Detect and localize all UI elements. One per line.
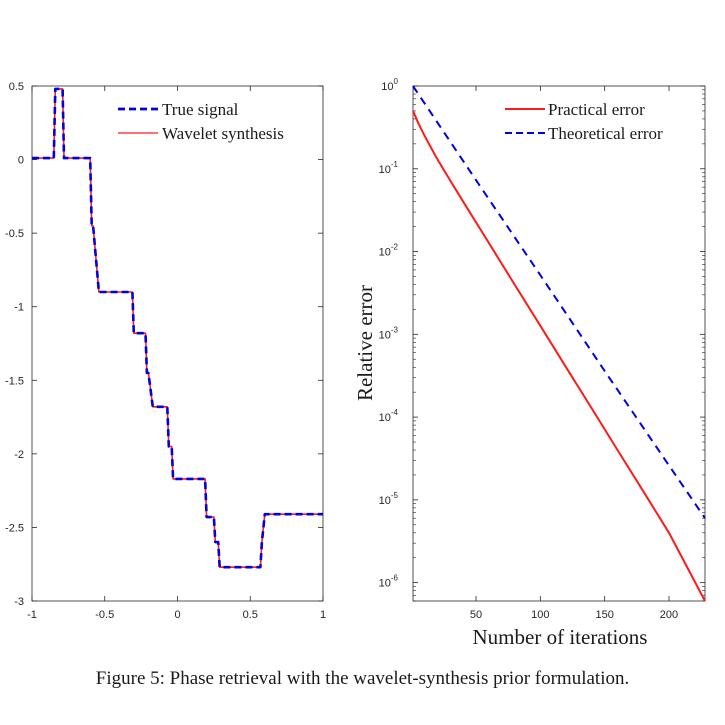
- right-x-tick-label: 150: [595, 609, 613, 621]
- left-plot-area: [31, 85, 324, 602]
- right-y-tick-label: 10-5: [379, 491, 399, 507]
- left-y-tick-label: 0: [18, 155, 24, 167]
- left-x-tick-label: 0: [174, 609, 180, 621]
- right-y-tick-label: 10-1: [379, 160, 399, 176]
- right-y-tick-exponent: -5: [391, 491, 399, 500]
- right-y-tick-base: 10: [379, 247, 391, 259]
- right-y-tick-base: 10: [379, 495, 391, 507]
- right-y-tick-exponent: -6: [391, 574, 399, 583]
- left-series-group: [32, 87, 323, 569]
- left-axis-ticks: -1 -0.5 0 0.5 1 0.5 0 -0.5 -1 -1.5 -2 -2.5 -3: [5, 81, 326, 621]
- right-y-tick-exponent: -3: [391, 325, 399, 334]
- right-x-tick-label: 100: [531, 609, 549, 621]
- right-y-tick-base: 10: [379, 164, 391, 176]
- right-y-tick-label: 10-6: [379, 574, 399, 590]
- left-y-tick-label: -2.5: [5, 522, 24, 534]
- left-chart: -1 -0.5 0 0.5 1 0.5 0 -0.5 -1 -1.5 -2 -2.5 -3 True s…: [5, 81, 326, 621]
- right-y-tick-label: 10-2: [379, 243, 399, 259]
- left-y-tick-label: -2: [14, 449, 24, 461]
- left-series-line-wavelet-synthesis: [32, 88, 323, 569]
- left-legend: True signal Wavelet synthesis: [118, 100, 284, 143]
- right-y-tick-base: 10: [381, 81, 393, 93]
- right-series-line-theoretical-error: [412, 85, 706, 519]
- right-x-axis-label: Number of iterations: [473, 625, 648, 649]
- right-y-tick-base: 10: [379, 578, 391, 590]
- left-x-tick-label: -0.5: [95, 609, 114, 621]
- left-legend-label: Wavelet synthesis: [162, 124, 284, 143]
- right-legend-label: Practical error: [548, 100, 645, 119]
- left-y-tick-label: -1.5: [5, 375, 24, 387]
- right-series-line-practical-error: [412, 110, 706, 602]
- left-y-tick-label: -1: [14, 302, 24, 314]
- left-x-tick-label: 1: [320, 609, 326, 621]
- right-y-tick-base: 10: [379, 329, 391, 341]
- right-y-tick-exponent: -1: [391, 160, 399, 169]
- right-y-tick-label: 10-4: [379, 408, 399, 424]
- right-legend-label: Theoretical error: [548, 124, 663, 143]
- right-y-tick-label: 100: [381, 77, 398, 93]
- left-y-tick-label: -3: [14, 596, 24, 608]
- left-x-tick-label: -1: [27, 609, 37, 621]
- right-y-axis-label: Relative error: [353, 285, 377, 401]
- right-legend: Practical error Theoretical error: [505, 100, 663, 143]
- right-x-tick-label: 200: [660, 609, 678, 621]
- left-x-tick-label: 0.5: [243, 609, 258, 621]
- left-y-tick-label: -0.5: [5, 228, 24, 240]
- right-series-group: [412, 85, 706, 602]
- right-y-tick-exponent: -4: [391, 408, 399, 417]
- figure-caption: Figure 5: Phase retrieval with the wavel…: [95, 668, 630, 689]
- right-y-tick-base: 10: [379, 412, 391, 424]
- right-y-tick-exponent: -2: [391, 243, 399, 252]
- right-x-tick-label: 50: [470, 609, 482, 621]
- left-legend-label: True signal: [162, 100, 239, 119]
- right-plot-area: [412, 85, 706, 602]
- right-y-tick-exponent: 0: [394, 77, 399, 86]
- left-y-tick-label: 0.5: [9, 81, 24, 93]
- right-y-tick-label: 10-3: [379, 325, 399, 341]
